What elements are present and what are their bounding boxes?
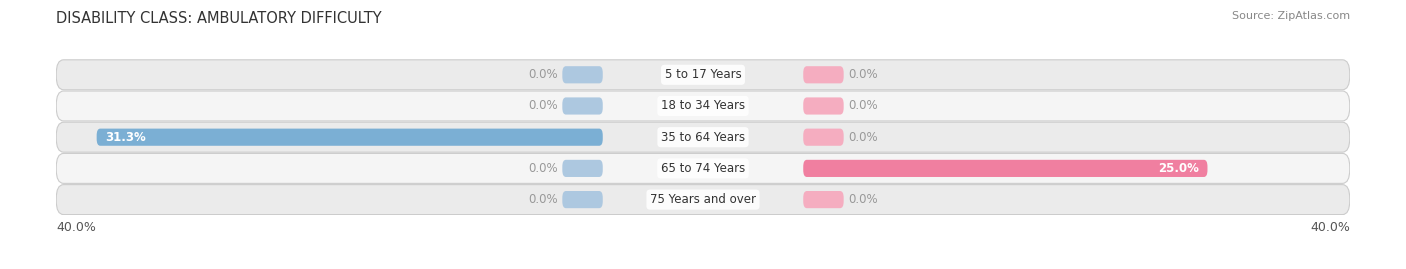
FancyBboxPatch shape (56, 185, 1350, 215)
FancyBboxPatch shape (97, 129, 603, 146)
FancyBboxPatch shape (562, 191, 603, 208)
FancyBboxPatch shape (56, 60, 1350, 90)
Text: 75 Years and over: 75 Years and over (650, 193, 756, 206)
Text: 18 to 34 Years: 18 to 34 Years (661, 100, 745, 112)
Legend: Male, Female: Male, Female (627, 267, 779, 269)
Text: 25.0%: 25.0% (1159, 162, 1199, 175)
Text: DISABILITY CLASS: AMBULATORY DIFFICULTY: DISABILITY CLASS: AMBULATORY DIFFICULTY (56, 11, 382, 26)
Text: 40.0%: 40.0% (1310, 221, 1350, 233)
Text: 0.0%: 0.0% (527, 68, 558, 81)
Text: 40.0%: 40.0% (56, 221, 96, 233)
Text: 65 to 74 Years: 65 to 74 Years (661, 162, 745, 175)
Text: 0.0%: 0.0% (849, 100, 879, 112)
Text: 0.0%: 0.0% (849, 131, 879, 144)
Text: 5 to 17 Years: 5 to 17 Years (665, 68, 741, 81)
FancyBboxPatch shape (562, 66, 603, 83)
Text: Source: ZipAtlas.com: Source: ZipAtlas.com (1232, 11, 1350, 21)
FancyBboxPatch shape (562, 97, 603, 115)
FancyBboxPatch shape (803, 66, 844, 83)
Text: 0.0%: 0.0% (527, 193, 558, 206)
FancyBboxPatch shape (803, 160, 1208, 177)
Text: 0.0%: 0.0% (849, 193, 879, 206)
Text: 0.0%: 0.0% (527, 162, 558, 175)
Text: 0.0%: 0.0% (849, 68, 879, 81)
Text: 0.0%: 0.0% (527, 100, 558, 112)
FancyBboxPatch shape (562, 160, 603, 177)
FancyBboxPatch shape (56, 91, 1350, 121)
FancyBboxPatch shape (56, 153, 1350, 183)
Text: 35 to 64 Years: 35 to 64 Years (661, 131, 745, 144)
FancyBboxPatch shape (803, 191, 844, 208)
Text: 31.3%: 31.3% (104, 131, 145, 144)
FancyBboxPatch shape (803, 97, 844, 115)
FancyBboxPatch shape (803, 129, 844, 146)
FancyBboxPatch shape (56, 122, 1350, 152)
